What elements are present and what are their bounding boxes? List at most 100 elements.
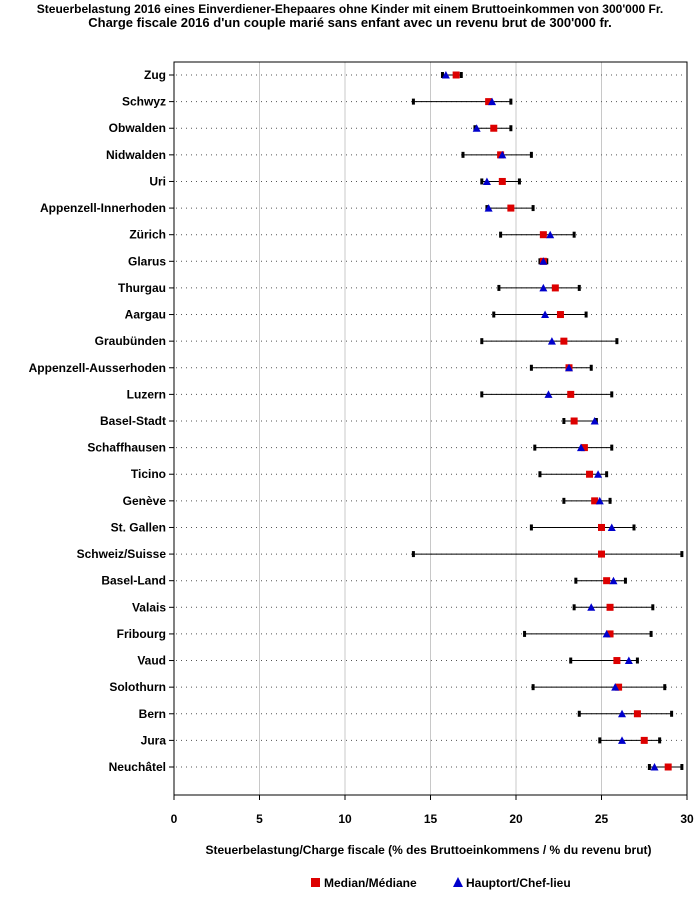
range-min-cap bbox=[574, 577, 578, 584]
category-label: Vaud bbox=[137, 654, 166, 668]
median-marker bbox=[606, 630, 614, 638]
capital-marker bbox=[618, 736, 627, 744]
capital-marker bbox=[611, 683, 620, 691]
median-marker bbox=[580, 444, 588, 452]
median-marker bbox=[452, 71, 460, 79]
legend-capital-label: Hauptort/Chef-lieu bbox=[466, 876, 571, 890]
capital-marker bbox=[482, 177, 491, 185]
x-tick-label: 30 bbox=[680, 812, 694, 826]
range-max-cap bbox=[610, 391, 614, 398]
capital-marker bbox=[576, 443, 585, 452]
range-max-cap bbox=[635, 657, 639, 664]
median-marker bbox=[613, 657, 621, 665]
capital-marker bbox=[595, 496, 604, 505]
category-label: Zürich bbox=[129, 228, 166, 242]
median-marker bbox=[603, 577, 611, 585]
category-label: Solothurn bbox=[109, 680, 166, 694]
median-marker bbox=[606, 603, 614, 611]
range-max-cap bbox=[623, 577, 627, 584]
range-min-cap bbox=[577, 710, 581, 717]
category-label: Appenzell-Innerhoden bbox=[40, 201, 166, 215]
capital-marker bbox=[544, 390, 553, 398]
range-max-cap bbox=[509, 98, 513, 105]
median-marker bbox=[567, 390, 575, 398]
capital-marker bbox=[441, 71, 450, 79]
range-min-cap bbox=[562, 497, 566, 504]
category-label: Aargau bbox=[125, 308, 166, 322]
median-marker bbox=[664, 763, 672, 771]
range-min-cap bbox=[497, 284, 501, 291]
range-min-cap bbox=[461, 151, 465, 158]
range-max-cap bbox=[680, 551, 684, 558]
range-min-cap bbox=[529, 524, 533, 531]
range-max-cap bbox=[577, 284, 581, 291]
capital-marker bbox=[546, 230, 555, 239]
range-min-cap bbox=[529, 364, 533, 371]
x-tick-label: 10 bbox=[338, 812, 352, 826]
capital-marker bbox=[587, 603, 596, 611]
range-min-cap bbox=[411, 551, 415, 558]
chart-title: Steuerbelastung 2016 eines Einverdiener-… bbox=[36, 2, 664, 16]
x-axis-label: Steuerbelastung/Charge fiscale (% des Br… bbox=[205, 843, 651, 857]
x-tick-label: 0 bbox=[171, 812, 178, 826]
category-label: Uri bbox=[149, 174, 166, 188]
category-label: Zug bbox=[144, 68, 166, 82]
category-label: Basel-Stadt bbox=[100, 414, 166, 428]
capital-marker bbox=[602, 629, 611, 638]
range-min-cap bbox=[480, 338, 484, 345]
median-marker bbox=[498, 177, 506, 185]
category-label: Glarus bbox=[128, 254, 166, 268]
capital-marker bbox=[547, 337, 556, 345]
median-marker bbox=[586, 470, 594, 478]
median-marker bbox=[490, 124, 498, 132]
capital-marker bbox=[618, 709, 627, 718]
median-marker bbox=[485, 98, 493, 106]
median-marker bbox=[598, 523, 605, 531]
range-max-cap bbox=[529, 151, 533, 158]
category-label: St. Gallen bbox=[111, 520, 166, 534]
range-max-cap bbox=[680, 764, 684, 770]
range-max-cap bbox=[589, 364, 593, 371]
capital-marker bbox=[565, 363, 574, 372]
range-min-cap bbox=[562, 418, 566, 424]
range-min-cap bbox=[533, 444, 537, 451]
legend-capital-marker bbox=[453, 877, 463, 887]
capital-marker bbox=[488, 97, 497, 106]
x-tick-label: 25 bbox=[595, 812, 609, 826]
category-label: Valais bbox=[132, 600, 166, 614]
range-max-cap bbox=[509, 125, 513, 132]
range-min-cap bbox=[411, 98, 415, 105]
median-marker bbox=[570, 417, 578, 425]
median-marker bbox=[640, 736, 648, 744]
range-max-cap bbox=[649, 630, 653, 637]
capital-marker bbox=[594, 470, 603, 478]
range-max-cap bbox=[651, 604, 655, 611]
range-min-cap bbox=[531, 684, 535, 691]
category-label: Neuchâtel bbox=[109, 760, 166, 774]
capital-marker bbox=[607, 523, 616, 531]
median-marker bbox=[539, 231, 547, 239]
capital-marker bbox=[498, 150, 507, 159]
range-min-cap bbox=[440, 72, 444, 78]
category-label: Appenzell-Ausserhoden bbox=[29, 361, 166, 375]
x-tick-label: 15 bbox=[424, 812, 438, 826]
range-min-cap bbox=[492, 311, 496, 318]
range-min-cap bbox=[598, 737, 602, 744]
capital-marker bbox=[541, 310, 550, 319]
median-marker bbox=[551, 284, 559, 292]
category-label: Schweiz/Suisse bbox=[77, 547, 167, 561]
x-tick-label: 20 bbox=[509, 812, 523, 826]
category-label: Genève bbox=[123, 494, 167, 508]
range-max-cap bbox=[658, 737, 662, 744]
range-min-cap bbox=[523, 630, 527, 637]
category-label: Luzern bbox=[127, 387, 166, 401]
capital-marker bbox=[650, 763, 659, 771]
range-max-cap bbox=[572, 231, 576, 238]
median-marker bbox=[591, 497, 599, 505]
median-marker bbox=[633, 710, 641, 718]
range-max-cap bbox=[610, 444, 614, 451]
range-max-cap bbox=[584, 311, 588, 318]
range-min-cap bbox=[572, 604, 576, 611]
median-marker bbox=[615, 683, 623, 691]
